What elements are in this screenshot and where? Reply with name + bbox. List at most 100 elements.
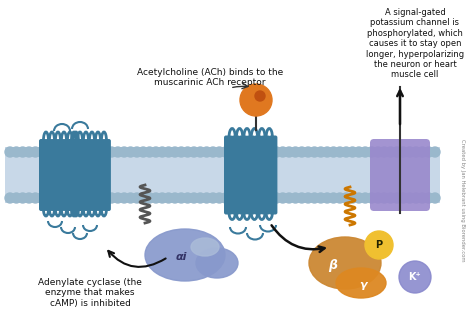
FancyBboxPatch shape [239,135,248,214]
Circle shape [145,147,155,157]
Circle shape [366,147,376,157]
Circle shape [157,193,167,203]
Circle shape [49,147,59,157]
Circle shape [107,147,117,157]
Circle shape [373,147,383,157]
Circle shape [56,193,66,203]
Circle shape [240,84,272,116]
Circle shape [176,147,186,157]
Circle shape [430,147,440,157]
Circle shape [126,193,136,203]
Circle shape [126,147,136,157]
Circle shape [151,193,161,203]
Circle shape [132,193,142,203]
Circle shape [49,193,59,203]
Circle shape [176,193,186,203]
Text: A signal-gated
potassium channel is
phosphorylated, which
causes it to stay open: A signal-gated potassium channel is phos… [366,8,464,79]
Circle shape [272,147,282,157]
Circle shape [354,193,364,203]
Circle shape [81,193,91,203]
Circle shape [11,193,21,203]
Circle shape [11,147,21,157]
Circle shape [310,147,319,157]
FancyBboxPatch shape [246,135,255,214]
Circle shape [30,147,40,157]
Circle shape [259,147,269,157]
Circle shape [100,193,110,203]
Circle shape [151,147,161,157]
FancyBboxPatch shape [231,135,240,214]
Circle shape [424,147,434,157]
Circle shape [354,147,364,157]
Circle shape [113,147,123,157]
Circle shape [316,193,326,203]
Circle shape [132,147,142,157]
Circle shape [259,193,269,203]
Ellipse shape [309,237,381,289]
FancyBboxPatch shape [224,135,233,214]
Circle shape [392,193,402,203]
Circle shape [182,147,192,157]
Circle shape [252,193,263,203]
Circle shape [208,193,218,203]
FancyBboxPatch shape [75,139,83,211]
Text: Created by Jan Helebrant using Biorender.com: Created by Jan Helebrant using Biorender… [461,139,465,261]
Circle shape [75,147,85,157]
Circle shape [119,193,129,203]
Circle shape [347,147,357,157]
Circle shape [272,193,282,203]
Circle shape [145,193,155,203]
Circle shape [335,147,345,157]
Circle shape [297,193,307,203]
Circle shape [43,193,53,203]
Circle shape [221,147,231,157]
Text: P: P [375,240,383,250]
Circle shape [227,147,237,157]
Circle shape [170,193,180,203]
Circle shape [5,147,15,157]
Circle shape [398,147,408,157]
Circle shape [62,147,72,157]
Circle shape [278,147,288,157]
Circle shape [18,193,27,203]
Circle shape [5,193,15,203]
Circle shape [284,193,294,203]
FancyBboxPatch shape [103,139,111,211]
FancyBboxPatch shape [97,139,105,211]
Circle shape [385,193,396,203]
FancyBboxPatch shape [269,135,277,214]
FancyBboxPatch shape [261,135,270,214]
Circle shape [246,193,256,203]
Circle shape [221,193,231,203]
Circle shape [119,147,129,157]
Circle shape [341,147,351,157]
Circle shape [265,147,275,157]
FancyBboxPatch shape [85,139,93,211]
Circle shape [56,147,66,157]
Circle shape [252,147,263,157]
Circle shape [195,193,205,203]
Circle shape [385,147,396,157]
Circle shape [405,193,415,203]
Ellipse shape [336,268,386,298]
Circle shape [360,193,370,203]
Circle shape [214,193,224,203]
Circle shape [291,193,301,203]
Circle shape [113,193,123,203]
Text: Adenylate cyclase (the
enzyme that makes
cAMP) is inhibited: Adenylate cyclase (the enzyme that makes… [38,278,142,308]
Circle shape [68,193,78,203]
Circle shape [94,193,104,203]
Circle shape [365,231,393,259]
Circle shape [347,193,357,203]
Circle shape [100,147,110,157]
Circle shape [379,147,389,157]
Circle shape [405,147,415,157]
Circle shape [138,147,148,157]
Circle shape [373,193,383,203]
Circle shape [379,193,389,203]
Circle shape [291,147,301,157]
Circle shape [36,147,47,157]
Circle shape [18,147,27,157]
Circle shape [328,193,338,203]
Circle shape [81,147,91,157]
